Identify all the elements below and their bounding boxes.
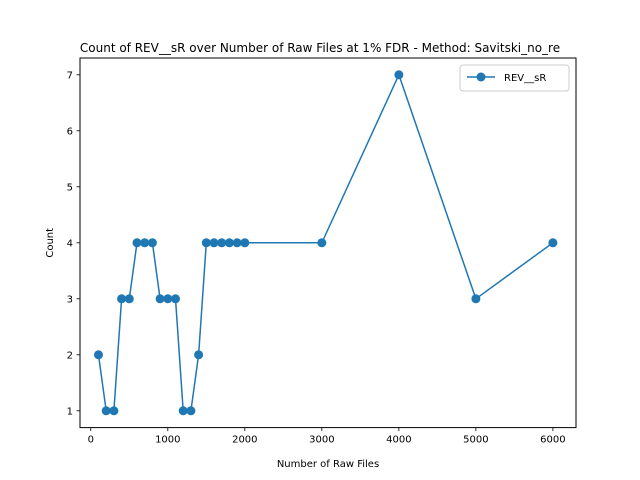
data-point — [140, 238, 150, 248]
legend-marker — [476, 72, 486, 82]
data-point — [240, 238, 250, 248]
data-point — [163, 294, 173, 304]
data-point — [117, 294, 127, 304]
data-point — [93, 350, 103, 360]
data-point — [217, 238, 227, 248]
y-axis-label: Count — [45, 228, 56, 258]
data-point — [109, 406, 119, 416]
x-axis-label: Number of Raw Files — [277, 459, 379, 470]
legend-frame — [459, 64, 570, 92]
x-tick-label: 5000 — [463, 435, 488, 446]
data-point — [209, 238, 219, 248]
y-axis-ticks: 1 2 3 4 5 6 7 — [67, 70, 80, 417]
plot-area — [80, 58, 576, 428]
data-point — [471, 294, 481, 304]
x-tick-label: 4000 — [386, 435, 411, 446]
x-axis-ticks: 0 1000 2000 3000 4000 5000 6000 — [88, 427, 566, 446]
y-tick-label: 7 — [67, 70, 73, 81]
data-point — [132, 238, 142, 248]
data-point — [186, 406, 196, 416]
data-point — [171, 294, 181, 304]
data-point — [147, 238, 157, 248]
y-tick-label: 2 — [67, 350, 73, 361]
x-tick-label: 2000 — [232, 435, 257, 446]
y-tick-label: 3 — [67, 294, 73, 305]
x-tick-label: 1000 — [155, 435, 180, 446]
x-tick-label: 3000 — [309, 435, 334, 446]
y-tick-label: 4 — [67, 238, 73, 249]
legend: REV__sR — [459, 64, 570, 92]
data-point — [394, 70, 404, 80]
x-tick-label: 6000 — [540, 435, 565, 446]
y-tick-label: 6 — [67, 126, 73, 137]
data-point — [101, 406, 111, 416]
data-point — [178, 406, 188, 416]
series-layer — [93, 70, 558, 416]
data-point — [124, 294, 134, 304]
y-tick-label: 1 — [67, 406, 73, 417]
data-point — [232, 238, 242, 248]
data-point — [194, 350, 204, 360]
chart-title: Count of REV__sR over Number of Raw File… — [80, 41, 560, 55]
data-point — [224, 238, 234, 248]
data-point — [155, 294, 165, 304]
data-point — [201, 238, 211, 248]
legend-label: REV__sR — [504, 73, 546, 84]
data-point — [548, 238, 558, 248]
data-point — [317, 238, 327, 248]
y-tick-label: 5 — [67, 182, 73, 193]
x-tick-label: 0 — [88, 435, 94, 446]
